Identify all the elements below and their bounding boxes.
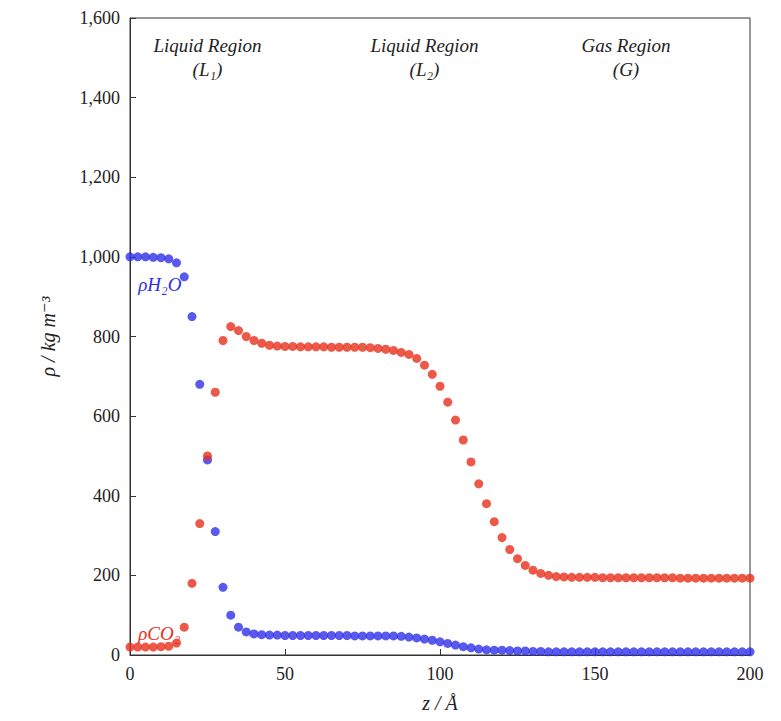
svg-text:0: 0 — [126, 664, 135, 684]
svg-text:z / Å: z / Å — [421, 692, 458, 714]
svg-text:400: 400 — [93, 486, 120, 506]
svg-text:50: 50 — [276, 664, 294, 684]
svg-text:(L₂): (L₂) — [410, 59, 440, 81]
svg-text:1,000: 1,000 — [80, 247, 121, 267]
svg-text:0: 0 — [111, 645, 120, 665]
svg-text:ρCO₂: ρCO₂ — [138, 622, 181, 644]
svg-text:200: 200 — [93, 565, 120, 585]
svg-text:1,400: 1,400 — [80, 88, 121, 108]
svg-text:ρH₂O: ρH₂O — [137, 274, 181, 295]
svg-text:150: 150 — [582, 664, 609, 684]
svg-text:100: 100 — [427, 664, 454, 684]
svg-text:1,600: 1,600 — [80, 8, 121, 28]
svg-text:800: 800 — [93, 327, 120, 347]
svg-text:(G): (G) — [613, 59, 639, 81]
svg-text:Liquid Region: Liquid Region — [369, 35, 478, 56]
svg-text:Liquid Region: Liquid Region — [152, 35, 261, 56]
svg-text:200: 200 — [737, 664, 764, 684]
svg-text:ρ / kg m⁻³: ρ / kg m⁻³ — [37, 295, 60, 377]
svg-text:600: 600 — [93, 406, 120, 426]
svg-text:Gas Region: Gas Region — [581, 35, 670, 56]
svg-text:1,200: 1,200 — [80, 167, 121, 187]
svg-text:(L₁): (L₁) — [193, 59, 223, 81]
